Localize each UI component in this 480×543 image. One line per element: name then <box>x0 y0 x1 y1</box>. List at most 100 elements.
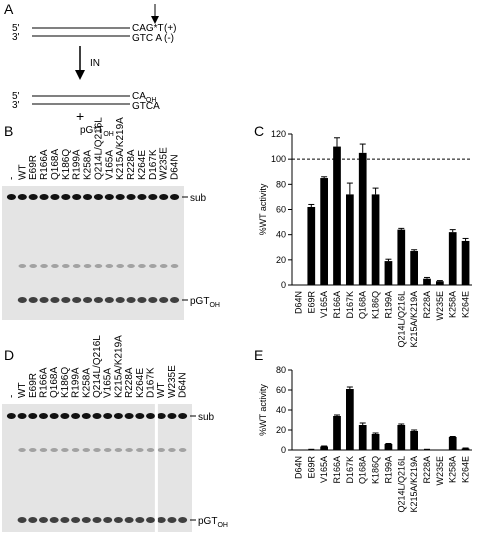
gel-band <box>137 194 147 200</box>
gel-band <box>72 264 81 268</box>
x-tick-label: Q168A <box>358 291 368 319</box>
band-label: pGTOH <box>198 516 228 529</box>
y-tick-label: 20 <box>276 425 286 435</box>
strand-sign: (-) <box>164 33 174 44</box>
lane-label: K264E <box>135 368 146 398</box>
arrowhead <box>75 70 85 80</box>
gel-band <box>39 194 49 200</box>
bar <box>371 194 380 285</box>
x-tick-label: R166A <box>332 456 342 484</box>
gel-band <box>71 517 81 523</box>
lane-label: WT <box>17 164 28 180</box>
lane-label: R166A <box>39 149 50 180</box>
gel-band <box>93 194 104 200</box>
gel-band <box>39 448 48 452</box>
x-tick-label: K186Q <box>371 291 381 319</box>
schematic: 5' 3' CAG*T (+) GTC A (-) IN 5' 3' CAOH … <box>12 4 177 138</box>
lane-label: - <box>6 395 17 398</box>
gel-band <box>135 413 145 419</box>
gel-band <box>28 517 38 523</box>
lane-label: E69R <box>28 155 39 180</box>
gel-band <box>168 448 176 452</box>
gel-band <box>92 413 102 419</box>
panel-letter: D <box>4 347 14 363</box>
band-label: sub <box>198 412 215 423</box>
gel-band <box>116 264 124 268</box>
x-tick-label: V165A <box>319 456 329 483</box>
y-axis-label: %WT activity <box>258 183 268 235</box>
end-label: 3' <box>12 32 20 43</box>
gel-band <box>136 448 144 452</box>
sequence: CAOH <box>132 91 156 104</box>
x-tick-label: R166A <box>332 291 342 319</box>
gel-band <box>103 448 112 452</box>
gel-band <box>17 517 27 523</box>
bar <box>384 444 393 450</box>
bar <box>448 232 457 285</box>
lane-label: R199A <box>72 149 83 180</box>
y-tick-label: 20 <box>276 255 286 265</box>
y-tick-label: 0 <box>281 445 286 455</box>
lane-label: K258A <box>83 150 94 180</box>
bar <box>448 437 457 450</box>
gel-band <box>40 264 48 268</box>
bar <box>333 416 341 450</box>
gel-band <box>146 413 156 419</box>
gel-band <box>82 194 93 200</box>
gel-band <box>124 517 134 523</box>
gel-band <box>114 448 123 452</box>
subscript: OH <box>217 522 228 529</box>
lane-label: W235E <box>167 365 178 398</box>
gel-band <box>28 413 38 419</box>
lane-label: K186Q <box>61 149 72 180</box>
x-tick-label: Q168A <box>358 456 368 484</box>
end-label: 5' <box>12 91 20 102</box>
panel-letter: E <box>254 347 263 363</box>
bar <box>423 278 431 285</box>
x-tick-label: R228A <box>422 456 432 484</box>
x-tick-label: K215A/K219A <box>409 291 419 348</box>
sequence: CA <box>132 91 146 102</box>
x-tick-label: E69R <box>306 456 316 479</box>
gel-band <box>62 264 70 268</box>
gel-band <box>126 194 136 200</box>
lane-label: D167K <box>146 367 157 398</box>
gel-band <box>50 297 60 303</box>
gel-band <box>103 413 113 419</box>
gel-band <box>159 194 169 200</box>
x-tick-label: V165A <box>319 291 329 318</box>
gel-band <box>72 194 82 200</box>
subscript: OH <box>209 302 220 309</box>
gel-band <box>167 413 177 419</box>
bar <box>371 434 380 450</box>
arrowhead <box>151 16 159 24</box>
gel-band <box>92 517 102 523</box>
lane-label: R166A <box>38 367 49 398</box>
gel-band <box>6 413 16 419</box>
gel-band <box>159 297 169 303</box>
lane-label: R228A <box>126 149 137 180</box>
lane-label: D167K <box>148 149 159 180</box>
x-tick-label: D64N <box>293 456 303 479</box>
gel-band <box>81 413 91 419</box>
bar <box>397 229 406 285</box>
sequence: GTCA <box>132 101 160 112</box>
bar <box>358 152 367 285</box>
gel-band <box>103 517 113 523</box>
band-label: pGT <box>198 516 217 527</box>
gel-band <box>38 413 48 419</box>
gel-band <box>72 297 82 303</box>
strand-sign: (+) <box>164 23 177 34</box>
gel-band <box>159 264 168 268</box>
lane-label: Q168A <box>49 367 60 398</box>
x-tick-label: E69R <box>306 291 316 314</box>
gel-band <box>113 517 123 523</box>
gel-band <box>178 448 187 452</box>
y-tick-label: 60 <box>276 205 286 215</box>
gel-band <box>81 517 91 523</box>
x-tick-label: K186Q <box>371 456 381 484</box>
gel-band <box>135 517 145 523</box>
gel-band <box>29 264 37 268</box>
lane-label: Q214L/Q216L <box>93 117 104 180</box>
gel-band <box>28 194 38 200</box>
